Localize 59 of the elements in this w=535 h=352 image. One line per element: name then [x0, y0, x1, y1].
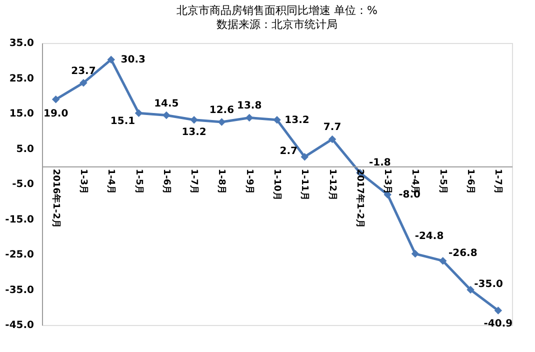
data-label: -1.8 — [369, 158, 391, 169]
y-tick-label: 5.0 — [16, 144, 34, 155]
point — [439, 256, 447, 265]
data-label: -40.9 — [484, 318, 513, 330]
x-tick-label: 1-4月 — [106, 168, 117, 194]
x-tick-label: 1-3月 — [78, 168, 89, 194]
data-label: 13.8 — [237, 100, 262, 112]
data-label: -35.0 — [474, 278, 503, 290]
x-tick-label: 1-5月 — [437, 168, 448, 194]
point — [134, 109, 143, 118]
data-label: 30.3 — [120, 54, 146, 66]
point — [218, 118, 226, 126]
y-tick-label: 25.0 — [9, 73, 34, 84]
data-label: 12.6 — [209, 104, 234, 116]
point — [107, 56, 115, 64]
data-label: 15.1 — [110, 116, 136, 128]
x-tick-label: 1-6月 — [160, 168, 172, 194]
x-tick-label: 1-3月 — [382, 168, 394, 194]
x-tick-label: 2017年1-2月 — [354, 168, 366, 228]
data-label: 19.0 — [43, 108, 68, 120]
point — [300, 152, 309, 161]
y-tick-label: -5.0 — [12, 179, 34, 190]
point — [190, 116, 198, 124]
data-label: 13.2 — [182, 126, 206, 138]
data-label: 7.7 — [323, 122, 342, 134]
data-label: -8.0 — [398, 190, 421, 201]
y-tick-label: 15.0 — [9, 108, 34, 120]
data-label: 13.2 — [284, 114, 310, 126]
x-tick-label: 1-5月 — [133, 168, 144, 194]
y-tick-label: -35.0 — [5, 284, 34, 296]
x-tick-label: 1-7月 — [492, 168, 504, 194]
x-tick-label: 1-11月 — [299, 168, 310, 200]
point — [245, 114, 254, 122]
x-tick-label: 1-9月 — [244, 168, 255, 194]
data-label: 2.7 — [280, 146, 298, 157]
point — [162, 111, 170, 120]
y-tick-label: -45.0 — [5, 320, 34, 331]
chart-subtitle: 数据来源：北京市统计局 — [216, 18, 338, 31]
point — [52, 96, 60, 104]
y-tick-label: -25.0 — [5, 250, 34, 260]
x-tick-label: 1-10月 — [272, 168, 282, 200]
point — [411, 250, 420, 258]
x-tick-label: 2016年1-2月 — [50, 168, 62, 228]
x-tick-label: 1-12月 — [326, 168, 338, 200]
point — [80, 78, 88, 87]
point — [273, 116, 281, 124]
chart-title: 北京市商品房销售面积同比增速 单位：% — [176, 4, 378, 17]
y-tick-label: -15.0 — [5, 214, 34, 226]
point — [328, 135, 336, 144]
x-tick-label: 1-8月 — [216, 168, 228, 194]
data-label: 23.7 — [71, 66, 96, 77]
point — [466, 286, 474, 294]
data-label: 14.5 — [154, 98, 179, 110]
y-tick-label: 35.0 — [9, 38, 34, 49]
data-label: -26.8 — [448, 248, 478, 259]
point — [494, 306, 502, 314]
x-tick-label: 1-7月 — [188, 168, 200, 194]
x-tick-label: 1-6月 — [465, 168, 476, 194]
data-label: -24.8 — [414, 230, 444, 242]
